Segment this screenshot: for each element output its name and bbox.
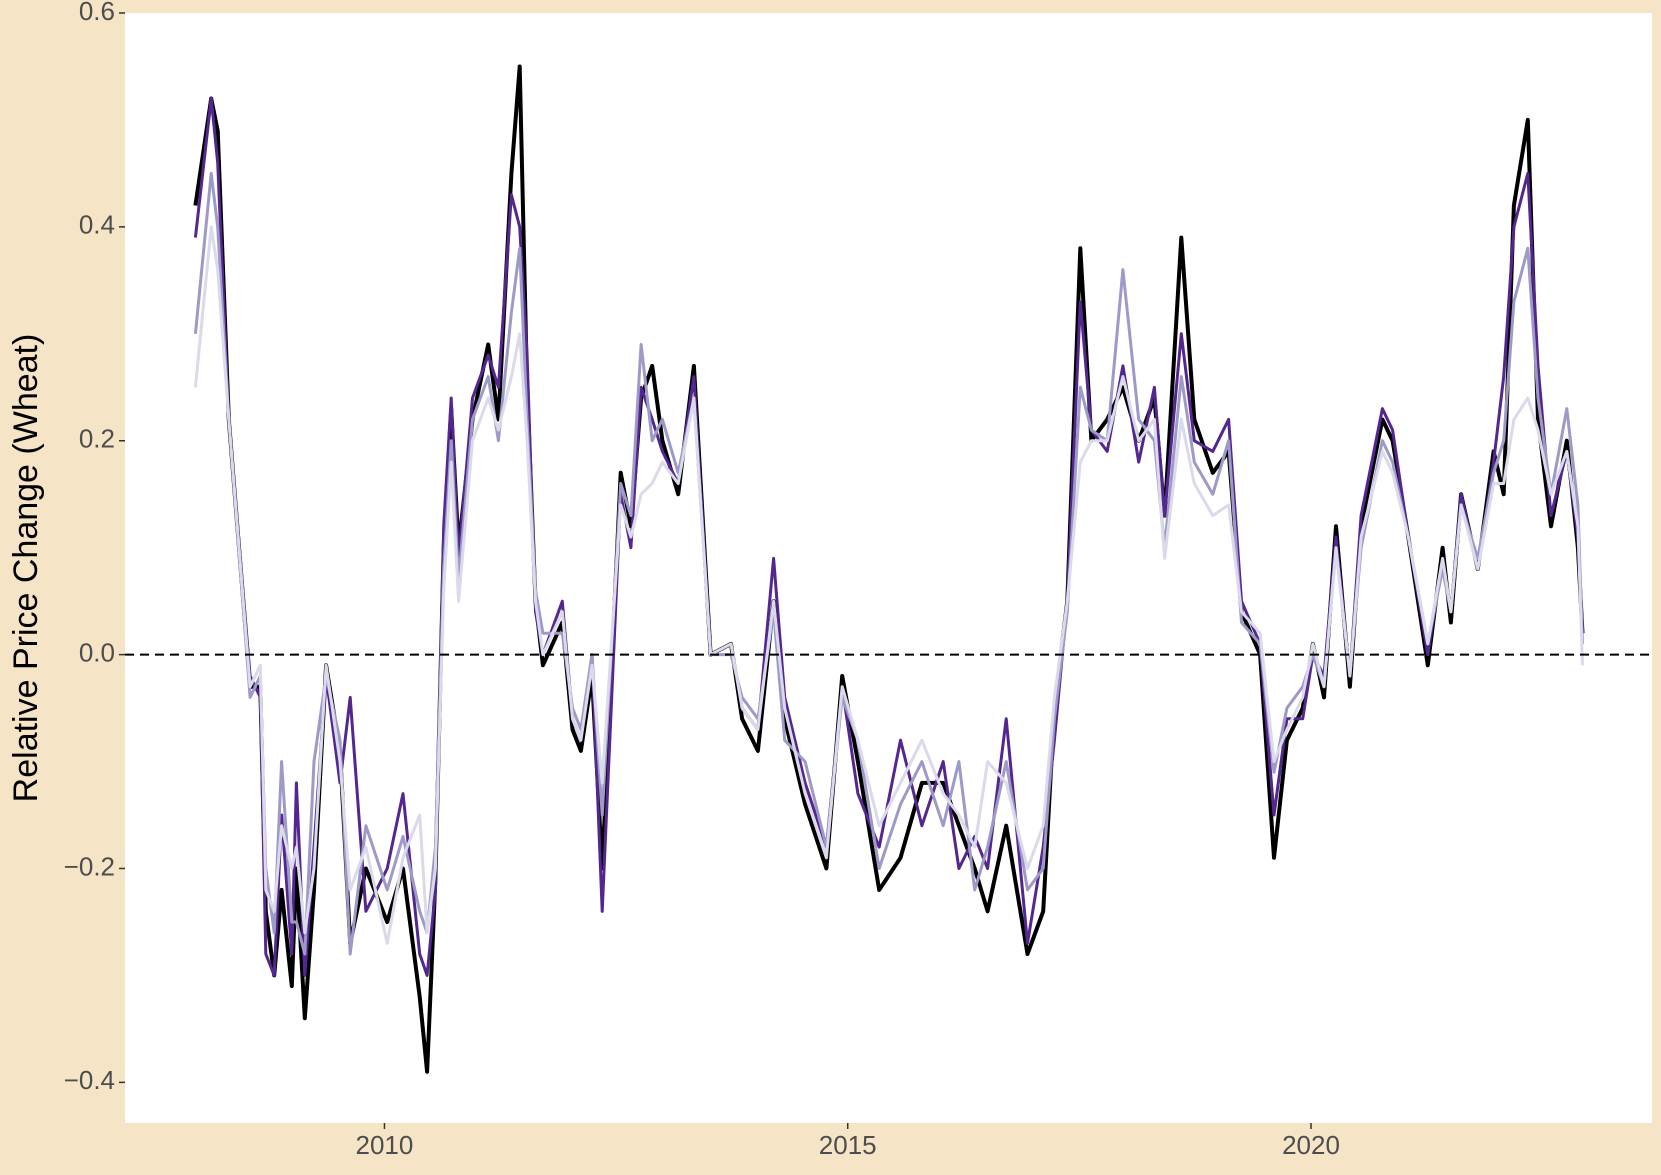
- x-tick-label: 2020: [1282, 1130, 1340, 1160]
- plot-area: [125, 13, 1652, 1123]
- x-tick-label: 2010: [356, 1130, 414, 1160]
- y-axis-title: Relative Price Change (Wheat): [7, 334, 45, 803]
- y-tick-label: 0.0: [79, 637, 115, 667]
- y-tick-label: 0.2: [79, 424, 115, 454]
- y-tick-label: 0.4: [79, 210, 115, 240]
- y-tick-label: 0.6: [79, 0, 115, 26]
- x-tick-label: 2015: [819, 1130, 877, 1160]
- y-tick-label: −0.4: [64, 1065, 115, 1095]
- y-tick-label: −0.2: [64, 851, 115, 881]
- series-line: [193, 225, 1584, 945]
